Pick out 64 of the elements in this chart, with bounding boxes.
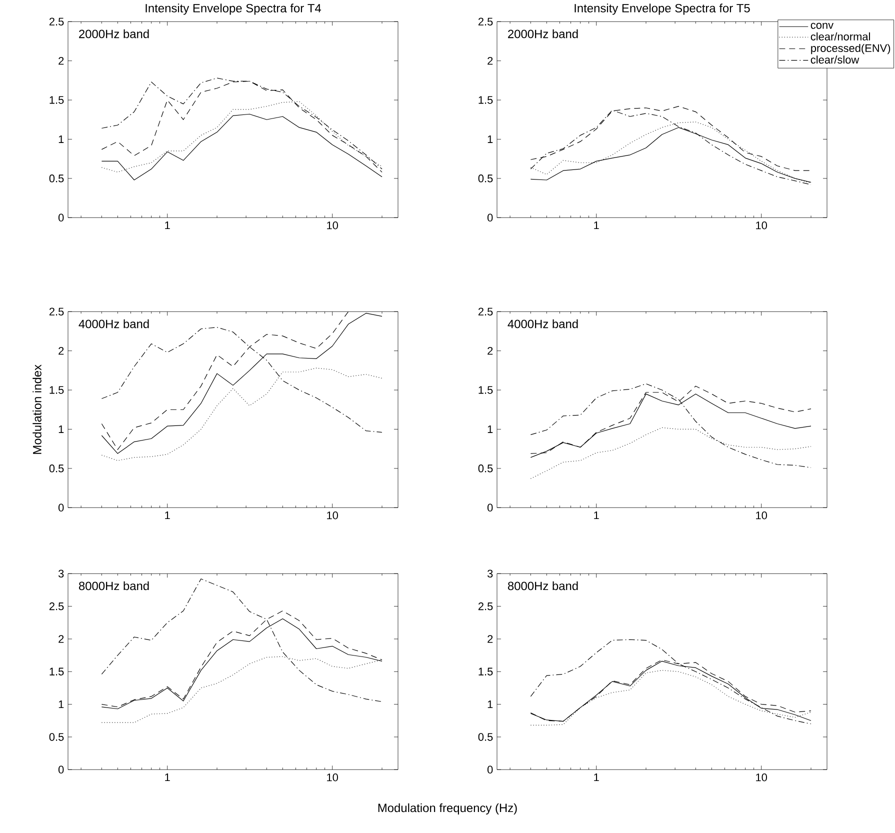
y-tick-label: 2.5 bbox=[478, 18, 493, 26]
x-tick-label: 10 bbox=[327, 512, 338, 520]
chart-title: Intensity Envelope Spectra for T4 bbox=[146, 4, 322, 15]
x-tick-label: 1 bbox=[594, 512, 599, 520]
y-tick-label: 1.5 bbox=[478, 386, 493, 394]
x-tick-label: 10 bbox=[327, 774, 338, 782]
y-tick-label: 2 bbox=[488, 635, 493, 643]
y-tick-label: 2.5 bbox=[49, 18, 64, 26]
y-tick-label: 1 bbox=[58, 700, 64, 708]
y-tick-label: 0.5 bbox=[478, 733, 493, 742]
y-tick-label: 2 bbox=[58, 635, 64, 643]
y-tick-label: 2 bbox=[58, 347, 64, 355]
annotation: 4000Hz band bbox=[508, 320, 578, 328]
x-tick-label: 10 bbox=[756, 512, 767, 520]
y-tick-label: 1.5 bbox=[478, 96, 493, 104]
y-tick-label: 2.5 bbox=[49, 602, 64, 610]
y-tick-label: 0 bbox=[487, 504, 493, 512]
x-tick-label: 10 bbox=[756, 222, 767, 230]
x-tick-label: 1 bbox=[594, 222, 599, 230]
x-tick-label: 1 bbox=[165, 774, 170, 782]
annotation: 2000Hz band bbox=[508, 30, 578, 38]
y-tick-label: 1.5 bbox=[50, 386, 64, 394]
annotation: 8000Hz band bbox=[78, 582, 149, 590]
y-tick-label: 0 bbox=[487, 766, 493, 774]
y-tick-label: 1 bbox=[488, 136, 493, 144]
y-tick-label: 2.5 bbox=[478, 308, 493, 316]
x-tick-label: 1 bbox=[165, 512, 170, 520]
y-tick-label: 2.5 bbox=[478, 602, 493, 610]
legend-label: conv bbox=[810, 23, 834, 30]
y-tick-label: 2 bbox=[488, 57, 493, 65]
y-tick-label: 3 bbox=[58, 570, 64, 578]
y-tick-label: 0 bbox=[487, 214, 493, 222]
y-tick-label: 0.5 bbox=[49, 464, 64, 472]
y-tick-label: 1.5 bbox=[478, 668, 493, 676]
legend-label: processed(ENV) bbox=[811, 44, 890, 54]
legend-label: clear/normal bbox=[810, 32, 870, 41]
annotation: 2000Hz band bbox=[79, 30, 149, 38]
y-tick-label: 1.5 bbox=[50, 96, 64, 104]
x-tick-label: 1 bbox=[594, 774, 599, 782]
y-tick-label: 1 bbox=[488, 700, 493, 708]
y-axis-title: Modulation index bbox=[32, 364, 42, 454]
x-tick-label: 10 bbox=[327, 222, 338, 230]
y-tick-label: 0.5 bbox=[478, 174, 493, 182]
annotation: 8000Hz band bbox=[508, 582, 578, 590]
y-tick-label: 2 bbox=[488, 347, 493, 355]
y-tick-label: 0 bbox=[58, 504, 64, 512]
y-tick-label: 0.5 bbox=[478, 464, 493, 472]
y-tick-label: 0.5 bbox=[49, 733, 64, 742]
y-tick-label: 1.5 bbox=[50, 668, 64, 676]
y-tick-label: 2.5 bbox=[49, 308, 64, 316]
y-tick-label: 2 bbox=[58, 57, 64, 65]
y-tick-label: 0.5 bbox=[49, 174, 64, 182]
y-tick-label: 1 bbox=[58, 426, 64, 434]
legend-label: clear/slow bbox=[810, 56, 860, 64]
y-tick-label: 0 bbox=[58, 766, 64, 774]
x-axis-title: Modulation frequency (Hz) bbox=[378, 804, 517, 815]
y-tick-label: 1 bbox=[58, 136, 64, 144]
x-tick-label: 10 bbox=[756, 774, 767, 782]
y-tick-label: 3 bbox=[487, 570, 493, 578]
chart-title: Intensity Envelope Spectra for T5 bbox=[574, 4, 750, 15]
x-tick-label: 1 bbox=[165, 222, 170, 230]
annotation: 4000Hz band bbox=[78, 320, 149, 328]
y-tick-label: 0 bbox=[58, 214, 64, 222]
y-tick-label: 1 bbox=[488, 426, 493, 434]
